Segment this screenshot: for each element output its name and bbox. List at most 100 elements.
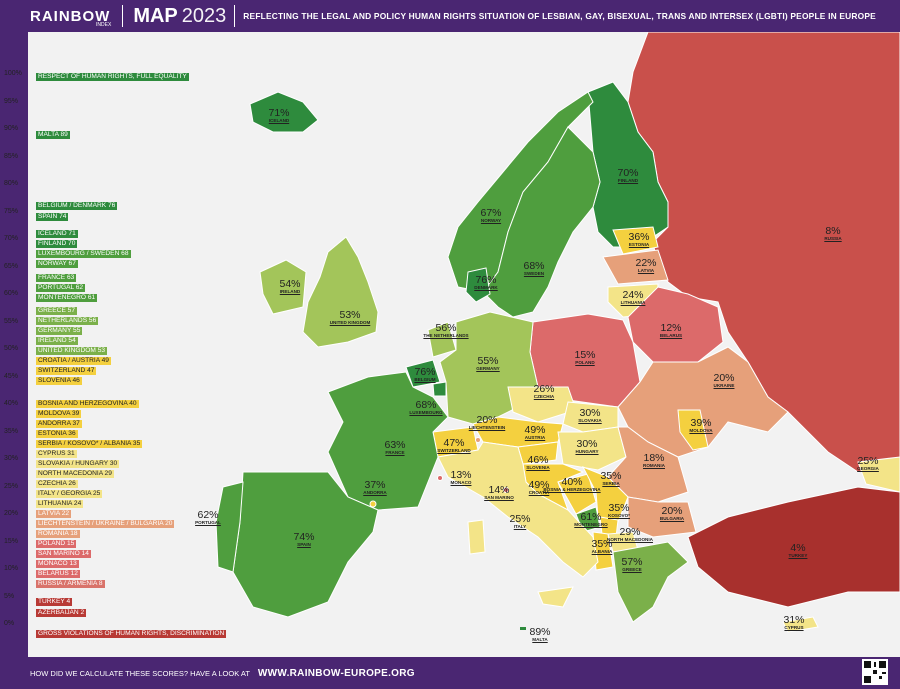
region-moldova [677,409,709,451]
country-score: 39% [690,417,712,429]
ranking-entry: MALTA 89 [36,130,70,139]
country-name: MONACO [450,479,472,485]
region-belarus [627,286,724,363]
country-score: 35% [600,470,622,482]
country-name: NORWAY [480,217,502,223]
region-liechtenstein [475,437,481,443]
country-label: 35% ALBANIA [572,539,632,554]
country-score: 76% [414,366,436,378]
scale-tick-label: 90% [4,125,19,132]
country-name: UNITED KINGDOM [329,319,371,325]
ranking-entry: NETHERLANDS 56 [36,316,99,325]
region-greece [612,541,689,623]
country-label: 71% ICELAND [249,108,309,123]
ranking-entry: ITALY / GEORGIA 25 [36,490,103,498]
country-label: 54% IRELAND [260,279,320,294]
country-label: 36% ESTONIA [609,232,669,247]
country-label: 31% CYPRUS [764,615,824,630]
logo-sub: INDEX [96,22,112,28]
left-band [0,32,28,657]
country-label: 20% LIECHTENSTEIN [457,415,517,430]
region-andorra [369,500,377,508]
country-label: 63% FRANCE [365,440,425,455]
country-score: 25% [509,513,531,525]
country-label: 39% MOLDOVA [671,418,731,433]
country-label: 40% BOSNIA & HERZEGOVINA [542,477,602,492]
country-score: 8% [825,225,841,237]
ranking-entry: BELARUS 12 [36,570,80,578]
country-name: SLOVAKIA [578,417,602,423]
europe-map [215,32,900,633]
country-name: NORTH MACEDONIA [607,536,653,542]
country-score: 46% [527,454,549,466]
country-score: 35% [591,538,613,550]
country-score: 63% [384,439,406,451]
country-label: 20% BULGARIA [642,506,702,521]
footer-url-link[interactable]: WWW.RAINBOW-EUROPE.ORG [257,667,415,679]
country-name: IRELAND [279,288,301,294]
region-san-marino [503,487,509,493]
discrimination-label: GROSS VIOLATIONS OF HUMAN RIGHTS, DISCRI… [36,630,227,638]
scale-tick-label: 50% [4,345,19,352]
scale-tick-label: 85% [4,152,19,160]
country-score: 20% [713,372,735,384]
scale-tick-label: 95% [4,97,19,105]
country-name: SLOVENIA [526,464,550,470]
country-name: LITHUANIA [620,299,646,305]
country-label: 30% HUNGARY [557,439,617,454]
country-score: 55% [477,355,499,367]
country-label: 35% KOSOVO* [589,503,649,518]
ranking-entry: SPAIN 74 [36,213,69,221]
header-bar: RAINBOW INDEX MAP 2023 REFLECTING THE LE… [0,0,900,32]
country-score: 30% [576,438,598,450]
map-area [28,32,900,657]
country-name: GREECE [622,566,642,572]
country-name: CROATIA [528,489,550,495]
ranking-entry: FRANCE 63 [36,273,77,282]
country-name: ITALY [513,523,527,529]
ranking-entry: GERMANY 55 [36,326,83,335]
country-label: 30% SLOVAKIA [560,408,620,423]
region-estonia [612,226,659,255]
scale-tick-label: 100% [4,70,22,77]
footer-question: HOW DID WE CALCULATE THESE SCORES? HAVE … [30,668,250,678]
country-name: MOLDOVA [689,427,713,433]
ranking-entry: BELGIUM / DENMARK 76 [36,202,118,210]
country-name: SWEDEN [523,270,545,276]
scale-tick-label: 30% [4,455,19,462]
country-label: 12% BELARUS [641,323,701,338]
country-label: 29% NORTH MACEDONIA [600,527,660,542]
ranking-entry: SAN MARINO 14 [36,550,91,558]
ranking-entry: LUXEMBOURG / SWEDEN 68 [36,249,131,258]
region-luxembourg [432,381,447,397]
country-score: 12% [660,322,682,334]
country-label: 67% NORWAY [461,208,521,223]
country-score: 25% [857,455,879,467]
country-name: LUXEMBOURG [409,409,443,415]
country-name: BELGIUM [414,376,436,382]
region-denmark [465,267,491,303]
country-name: ALBANIA [591,548,613,554]
country-name: PORTUGAL [195,519,221,525]
ranking-entry: IRELAND 54 [36,336,78,345]
ranking-entry: BOSNIA AND HERZEGOVINA 40 [36,400,139,408]
country-score: 49% [524,424,546,436]
country-score: 47% [443,437,465,449]
country-score: 62% [197,509,219,521]
country-label: 25% ITALY [490,514,550,529]
header-divider [234,5,236,27]
region-bulgaria [627,496,697,538]
country-label: 76% BELGIUM [395,367,455,382]
country-score: 14% [488,484,510,496]
ranking-entry: MONTENEGRO 61 [36,293,98,302]
scale-tick-label: 10% [4,565,19,572]
scale-tick-label: 40% [4,400,19,407]
country-name: FRANCE [385,449,405,455]
country-score: 89% [529,626,551,638]
score-scale: 100% 95% 90% 85% 80% 75% 70% 65% 60% 55% 50% 45% 40%… [0,32,28,657]
scale-tick-label: 45% [4,372,19,380]
country-score: 57% [621,556,643,568]
scale-tick-label: 35% [4,427,19,435]
country-score: 49% [528,479,550,491]
country-name: UKRAINE [713,382,735,388]
